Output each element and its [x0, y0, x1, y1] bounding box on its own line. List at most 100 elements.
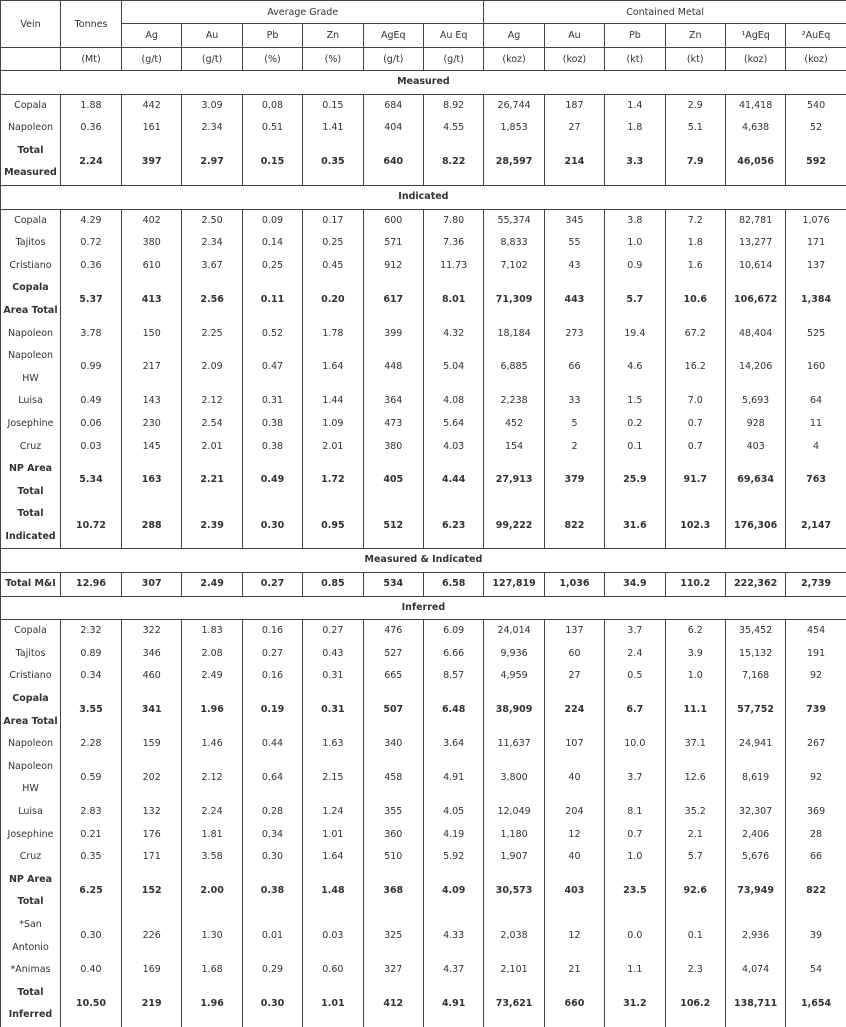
value-cell: 3.9: [665, 643, 725, 666]
value-cell: 163: [122, 458, 182, 503]
value-cell: 12: [544, 824, 604, 847]
value-cell: 2.39: [182, 503, 242, 549]
value-cell: 6.7: [605, 688, 665, 733]
value-cell: 3,800: [484, 756, 544, 801]
header-cell: Tonnes: [61, 1, 122, 48]
value-cell: 0.59: [61, 756, 122, 801]
value-cell: 1,907: [484, 846, 544, 869]
vein-cell: Cruz: [1, 436, 61, 459]
value-cell: 0.29: [242, 959, 302, 982]
value-cell: 5.37: [61, 277, 122, 322]
value-cell: 1.81: [182, 824, 242, 847]
value-cell: 0.27: [242, 573, 302, 597]
value-cell: 230: [122, 413, 182, 436]
units-cell: (Mt): [61, 48, 122, 71]
value-cell: 8.1: [605, 801, 665, 824]
value-cell: 2.49: [182, 665, 242, 688]
value-cell: 2,406: [725, 824, 785, 847]
value-cell: 273: [544, 323, 604, 346]
value-cell: 3.67: [182, 255, 242, 278]
units-cell: (kt): [665, 48, 725, 71]
value-cell: 0.25: [242, 255, 302, 278]
value-cell: 132: [122, 801, 182, 824]
value-cell: 12.6: [665, 756, 725, 801]
value-cell: 0.64: [242, 756, 302, 801]
value-cell: 0.45: [303, 255, 363, 278]
value-cell: 10.72: [61, 503, 122, 549]
value-cell: 1,036: [544, 573, 604, 597]
header-cell: Vein: [1, 1, 61, 48]
value-cell: 4.09: [423, 869, 483, 914]
value-cell: 32,307: [725, 801, 785, 824]
value-cell: 23.5: [605, 869, 665, 914]
value-cell: 8.01: [423, 277, 483, 322]
value-cell: 5,693: [725, 390, 785, 413]
units-cell: (g/t): [363, 48, 423, 71]
value-cell: 35,452: [725, 620, 785, 643]
value-cell: 0.7: [665, 436, 725, 459]
value-cell: 380: [363, 436, 423, 459]
value-cell: 27: [544, 117, 604, 140]
value-cell: 1,384: [786, 277, 846, 322]
value-cell: 138,711: [725, 982, 785, 1027]
value-cell: 25.9: [605, 458, 665, 503]
value-cell: 912: [363, 255, 423, 278]
value-cell: 27,913: [484, 458, 544, 503]
value-cell: 30,573: [484, 869, 544, 914]
value-cell: 0.7: [665, 413, 725, 436]
units-cell: [1, 48, 61, 71]
column-header: Au: [182, 24, 242, 48]
vein-cell: Copala Area Total: [1, 277, 61, 322]
value-cell: 0.11: [242, 277, 302, 322]
value-cell: 24,941: [725, 733, 785, 756]
value-cell: 452: [484, 413, 544, 436]
vein-cell: Cristiano: [1, 255, 61, 278]
value-cell: 512: [363, 503, 423, 549]
column-header: Au Eq: [423, 24, 483, 48]
value-cell: 2.1: [665, 824, 725, 847]
value-cell: 0.35: [61, 846, 122, 869]
value-cell: 2.12: [182, 390, 242, 413]
value-cell: 476: [363, 620, 423, 643]
value-cell: 4.37: [423, 959, 483, 982]
value-cell: 0.1: [665, 914, 725, 959]
value-cell: 2.50: [182, 209, 242, 232]
value-cell: 454: [786, 620, 846, 643]
value-cell: 288: [122, 503, 182, 549]
value-cell: 73,949: [725, 869, 785, 914]
value-cell: 4.6: [605, 345, 665, 390]
value-cell: 1.78: [303, 323, 363, 346]
value-cell: 4.08: [423, 390, 483, 413]
value-cell: 4,074: [725, 959, 785, 982]
value-cell: 2.32: [61, 620, 122, 643]
value-cell: 2.01: [303, 436, 363, 459]
value-cell: 52: [786, 117, 846, 140]
value-cell: 2: [544, 436, 604, 459]
value-cell: 0.49: [61, 390, 122, 413]
value-cell: 684: [363, 94, 423, 117]
value-cell: 150: [122, 323, 182, 346]
value-cell: 219: [122, 982, 182, 1027]
value-cell: 82,781: [725, 209, 785, 232]
value-cell: 19.4: [605, 323, 665, 346]
value-cell: 7.0: [665, 390, 725, 413]
value-cell: 0.38: [242, 413, 302, 436]
value-cell: 0.7: [605, 824, 665, 847]
value-cell: 1.1: [605, 959, 665, 982]
value-cell: 1,853: [484, 117, 544, 140]
value-cell: 2.25: [182, 323, 242, 346]
column-header: AgEq: [363, 24, 423, 48]
value-cell: 307: [122, 573, 182, 597]
value-cell: 1.44: [303, 390, 363, 413]
value-cell: 0.27: [242, 643, 302, 666]
value-cell: 171: [122, 846, 182, 869]
